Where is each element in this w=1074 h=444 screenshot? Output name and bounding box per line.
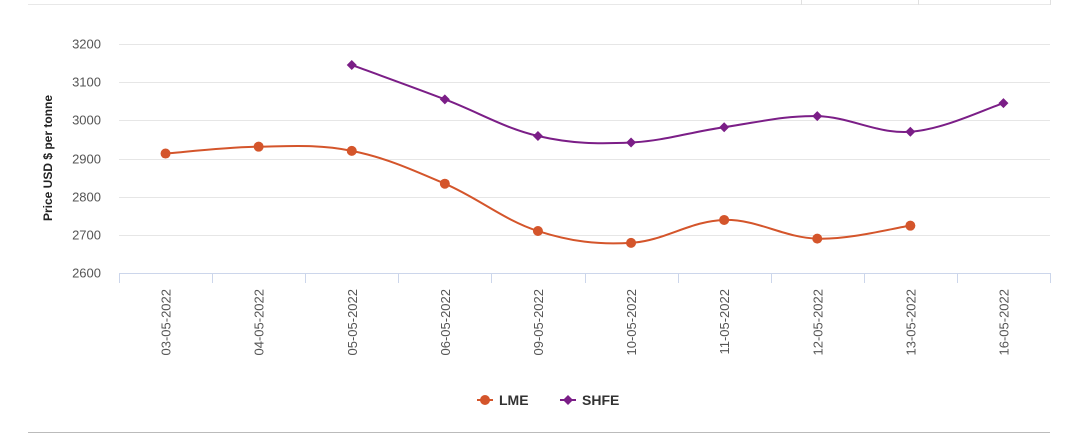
x-tick-label: 04-05-2022 xyxy=(252,289,267,356)
axis-layer: 2600 2700 2800 2900 3000 3100 3200 03-05-2022 04… xyxy=(72,37,1051,356)
shfe-point[interactable] xyxy=(439,94,450,105)
shfe-point[interactable] xyxy=(905,126,916,137)
y-tick-label: 2600 xyxy=(72,266,101,281)
legend-label: LME xyxy=(499,392,529,408)
x-tick-label: 13-05-2022 xyxy=(903,289,918,356)
series-layer xyxy=(160,59,1009,248)
x-tick-label: 11-05-2022 xyxy=(717,289,732,355)
x-tick-label: 10-05-2022 xyxy=(624,289,639,356)
shfe-point[interactable] xyxy=(532,130,543,141)
y-tick-label: 2900 xyxy=(72,152,101,167)
lme-point[interactable] xyxy=(439,178,450,189)
shfe-point[interactable] xyxy=(719,122,730,133)
legend-item-lme[interactable]: LME xyxy=(477,392,529,408)
x-tick-label: 05-05-2022 xyxy=(345,289,360,356)
shfe-point[interactable] xyxy=(998,98,1009,109)
lme-point[interactable] xyxy=(532,226,543,237)
y-tick-label: 3100 xyxy=(72,75,101,90)
shfe-point[interactable] xyxy=(626,137,637,148)
x-tick-label: 12-05-2022 xyxy=(810,289,825,356)
grid-layer xyxy=(119,44,1050,236)
y-tick-label: 2700 xyxy=(72,228,101,243)
y-tick-label: 3000 xyxy=(72,113,101,128)
lme-point[interactable] xyxy=(905,220,916,231)
lme-point[interactable] xyxy=(812,233,823,244)
x-tick-label: 03-05-2022 xyxy=(159,289,174,356)
x-tick-label: 09-05-2022 xyxy=(531,289,546,356)
y-tick-label: 3200 xyxy=(72,37,101,52)
lme-point[interactable] xyxy=(346,145,357,156)
legend-symbol-marker[interactable] xyxy=(563,395,573,405)
legend[interactable]: LME SHFE xyxy=(477,392,619,408)
shfe-point[interactable] xyxy=(812,111,823,122)
legend-item-shfe[interactable]: SHFE xyxy=(560,392,619,408)
y-axis-label: Price USD $ per tonne xyxy=(41,95,55,221)
legend-symbol-marker[interactable] xyxy=(480,395,490,405)
shfe-point[interactable] xyxy=(346,59,357,70)
y-tick-label: 2800 xyxy=(72,190,101,205)
lme-point[interactable] xyxy=(253,141,264,152)
shfe-series-line xyxy=(351,64,1004,145)
legend-label: SHFE xyxy=(582,392,619,408)
x-tick-label: 16-05-2022 xyxy=(996,289,1011,356)
lme-point[interactable] xyxy=(719,214,730,225)
lme-point[interactable] xyxy=(160,148,171,159)
x-tick-label: 06-05-2022 xyxy=(438,289,453,356)
lme-point[interactable] xyxy=(626,237,637,248)
